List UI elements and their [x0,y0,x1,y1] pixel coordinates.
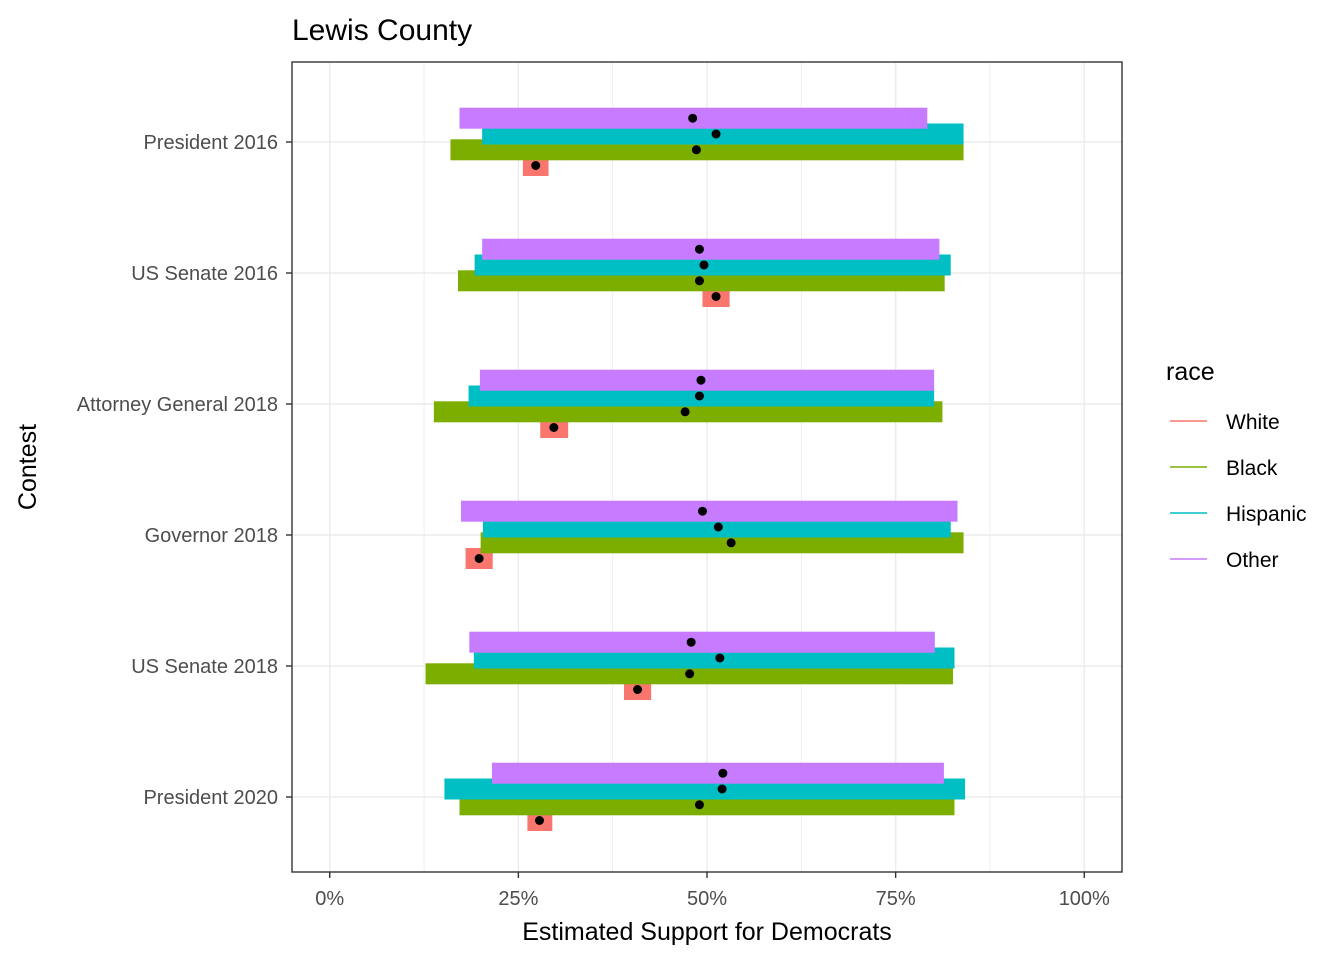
bar-hispanic-5 [444,778,966,800]
point-hispanic-0 [711,129,721,139]
point-hispanic-4 [715,653,725,663]
legend-label-white: White [1226,411,1280,434]
x-tick-label: 100% [1059,888,1110,910]
legend-label-hispanic: Hispanic [1226,503,1307,526]
point-white-0 [531,161,541,170]
point-white-5 [534,816,544,825]
y-tick-label: US Senate 2018 [131,656,278,678]
legend: race White Black Hispanic Other [1166,358,1307,572]
point-black-2 [680,407,690,417]
y-axis: President 2016 US Senate 2016 Attorney Gen… [77,132,292,809]
point-hispanic-2 [694,391,704,401]
bar-hispanic-1 [474,254,951,276]
point-white-2 [549,423,559,432]
point-black-1 [694,276,704,286]
bar-hispanic-0 [482,123,964,145]
bar-other-2 [479,369,935,391]
point-other-2 [696,375,706,385]
bar-black-5 [459,794,955,816]
bars [425,107,966,831]
point-hispanic-1 [699,260,709,270]
point-black-3 [726,538,736,548]
y-axis-title: Contest [14,424,42,510]
y-tick-label: US Senate 2016 [131,263,278,285]
point-hispanic-3 [713,522,723,532]
x-tick-label: 0% [315,888,344,910]
point-white-3 [474,554,484,563]
legend-title: race [1166,358,1215,386]
bar-black-0 [450,139,964,161]
x-axis: 0% 25% 50% 75% 100% [315,872,1110,910]
bar-other-3 [461,500,958,522]
x-tick-label: 25% [498,888,538,910]
chart-title: Lewis County [292,14,472,47]
point-black-4 [685,669,695,679]
legend-items: White Black Hispanic Other [1170,411,1307,572]
bar-black-3 [480,532,964,554]
x-tick-label: 75% [876,888,916,910]
x-axis-title: Estimated Support for Democrats [522,918,892,946]
y-tick-label: Attorney General 2018 [77,394,278,416]
point-white-4 [633,685,643,694]
point-black-0 [691,145,701,155]
bar-hispanic-4 [473,647,955,669]
point-other-4 [686,637,696,647]
y-tick-label: Governor 2018 [145,525,278,547]
point-other-5 [718,768,728,778]
bar-other-5 [491,762,944,784]
legend-label-other: Other [1226,549,1279,572]
point-other-3 [697,506,707,516]
bar-other-1 [482,238,940,260]
point-black-5 [694,800,704,810]
point-other-1 [694,244,704,254]
points [474,113,736,825]
point-white-1 [711,292,721,301]
legend-label-black: Black [1226,457,1278,480]
point-hispanic-5 [717,784,727,794]
y-tick-label: President 2020 [143,787,278,809]
plot-panel [291,61,1123,873]
x-tick-label: 50% [687,888,727,910]
point-other-0 [688,113,698,123]
bar-other-4 [469,631,935,653]
y-tick-label: President 2016 [143,132,278,154]
